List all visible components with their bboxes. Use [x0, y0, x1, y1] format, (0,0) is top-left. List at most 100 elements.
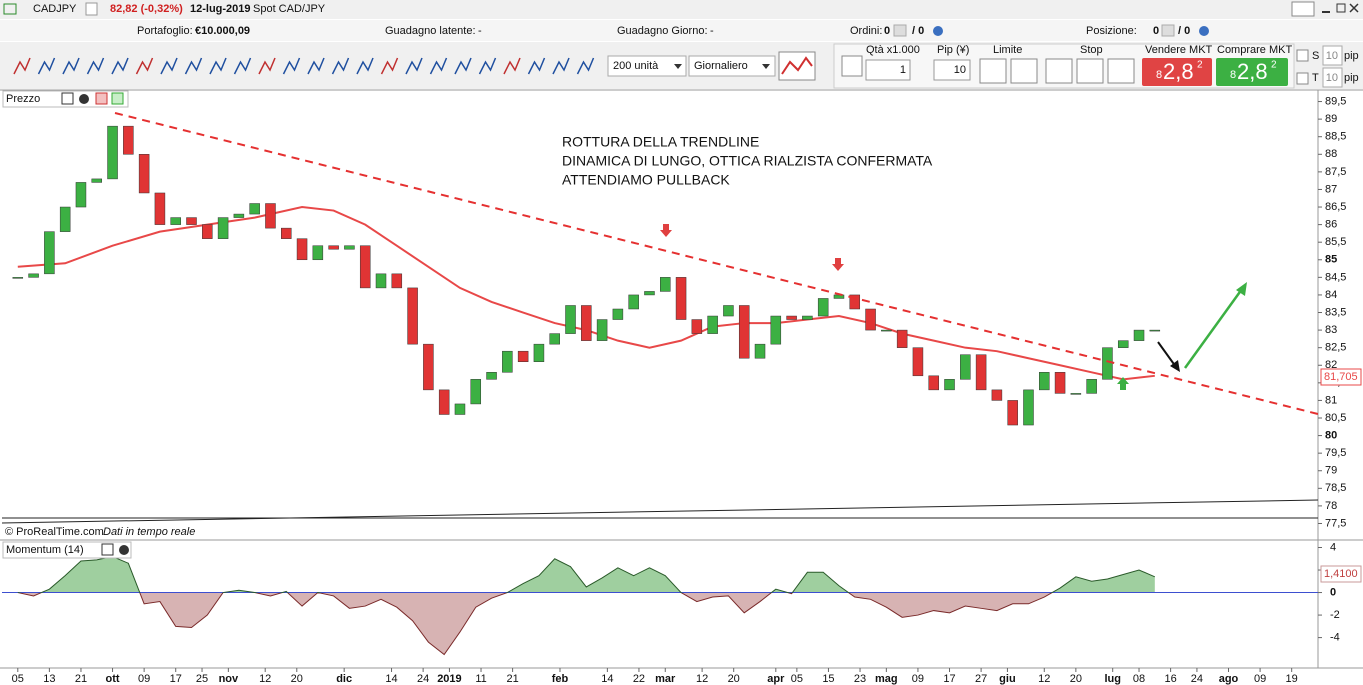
momentum-area-positive [17, 556, 1155, 593]
candle [12, 277, 24, 279]
panel-close[interactable] [79, 94, 89, 104]
momentum-line [17, 555, 1156, 593]
candle [1007, 400, 1018, 426]
y-tick-label: 77,5 [1325, 517, 1346, 529]
drawing-tool[interactable] [209, 57, 227, 75]
drawing-tool[interactable] [135, 57, 154, 75]
y-tick-label: 86 [1325, 219, 1337, 231]
candle [1054, 372, 1066, 394]
candle [786, 315, 797, 320]
orders-value: 0 [884, 25, 890, 37]
y-tick-label: 0 [1330, 586, 1336, 598]
orders-icon[interactable] [893, 24, 907, 37]
candle [596, 319, 608, 341]
drawing-tool[interactable] [13, 57, 31, 75]
drawing-tool[interactable] [576, 57, 595, 75]
timeframe-select[interactable] [688, 55, 776, 77]
drawing-tool[interactable] [37, 57, 56, 75]
maximize-button[interactable] [1336, 3, 1346, 13]
position-settings[interactable] [1199, 26, 1209, 36]
x-tick-label: 25 [196, 673, 208, 685]
annotation: ROTTURA DELLA TRENDLINE [562, 134, 759, 150]
quantity-units: 200 unità [613, 60, 659, 72]
y-tick-label: 4 [1330, 541, 1336, 553]
stop-button[interactable] [1076, 58, 1104, 84]
position-pending: / 0 [1178, 25, 1190, 37]
panel-up[interactable] [111, 92, 124, 105]
stop-button[interactable] [1107, 58, 1135, 84]
candle [123, 125, 134, 155]
panel-close[interactable] [119, 545, 129, 555]
chart-style-button[interactable] [778, 51, 816, 81]
x-tick-label: 22 [633, 673, 645, 685]
panel-maximize[interactable] [61, 92, 74, 105]
drawing-tool[interactable] [307, 57, 325, 75]
drawing-tool[interactable] [111, 57, 129, 75]
drawing-tool[interactable] [405, 57, 423, 75]
x-tick-label: 11 [475, 673, 486, 685]
x-tick-label: dic [336, 673, 352, 685]
y-tick-label: 89 [1325, 113, 1337, 125]
price-panel-title: Prezzo [6, 93, 40, 105]
position-icon[interactable] [1161, 24, 1175, 37]
x-tick-label: feb [552, 673, 569, 685]
orders-label: Ordini: [850, 25, 882, 37]
stop-button[interactable] [1045, 58, 1073, 84]
drawing-tool[interactable] [184, 57, 203, 75]
drawing-tool[interactable] [356, 57, 374, 75]
drawing-tool[interactable] [552, 57, 570, 75]
timeframe: Giornaliero [694, 60, 748, 72]
drawing-tool[interactable] [380, 57, 399, 75]
limit-sell-button[interactable] [1010, 58, 1038, 84]
x-tick-label: 09 [912, 673, 924, 685]
x-tick-label: 20 [1070, 673, 1082, 685]
candle [486, 372, 497, 380]
drawing-tool[interactable] [233, 57, 252, 75]
y-tick-label: 83,5 [1325, 306, 1346, 318]
panel-down[interactable] [95, 92, 108, 105]
panel-maximize[interactable] [101, 543, 114, 556]
y-tick-label: 82 [1325, 359, 1337, 371]
sell-button[interactable] [1142, 58, 1212, 86]
y-tick-label: 79 [1325, 465, 1337, 477]
qty-input[interactable] [865, 59, 911, 81]
s-checkbox[interactable] [1296, 49, 1309, 62]
pip-input[interactable] [933, 59, 971, 81]
drawing-tool[interactable] [331, 57, 350, 75]
momentum-area-negative [19, 593, 1052, 655]
s-input[interactable] [1322, 45, 1343, 66]
candle [202, 224, 213, 239]
candle [691, 319, 703, 334]
drawing-tool[interactable] [160, 57, 178, 75]
t-label: T [1312, 72, 1319, 84]
drawing-tool[interactable] [282, 57, 301, 75]
drawing-tool[interactable] [527, 57, 546, 75]
drawing-tool[interactable] [478, 57, 497, 75]
y-tick-label: 80 [1325, 429, 1337, 441]
close-button[interactable] [1349, 3, 1359, 13]
drawing-tool[interactable] [429, 57, 448, 75]
order-tools-button[interactable] [841, 55, 863, 77]
drawing-tool[interactable] [454, 57, 472, 75]
info-button[interactable] [85, 2, 98, 16]
keyboard-button[interactable] [1291, 1, 1315, 17]
x-tick-label: 09 [1254, 673, 1266, 685]
drawing-tool[interactable] [86, 57, 105, 75]
buy-button[interactable] [1216, 58, 1288, 86]
down-arrow [660, 224, 672, 237]
quantity-select[interactable] [607, 55, 687, 77]
drawing-tool[interactable] [62, 57, 80, 75]
t-checkbox[interactable] [1296, 72, 1309, 85]
dropdown-arrow [762, 64, 770, 69]
limit-buy-button[interactable] [979, 58, 1007, 84]
drawing-tool[interactable] [258, 57, 276, 75]
pip-label: Pip (¥) [937, 44, 969, 56]
drawing-tool[interactable] [503, 57, 521, 75]
support-line [1, 499, 1319, 524]
candle [1070, 393, 1082, 395]
t-input[interactable] [1322, 67, 1343, 88]
arrow-head [1170, 360, 1180, 372]
orders-settings[interactable] [933, 26, 943, 36]
